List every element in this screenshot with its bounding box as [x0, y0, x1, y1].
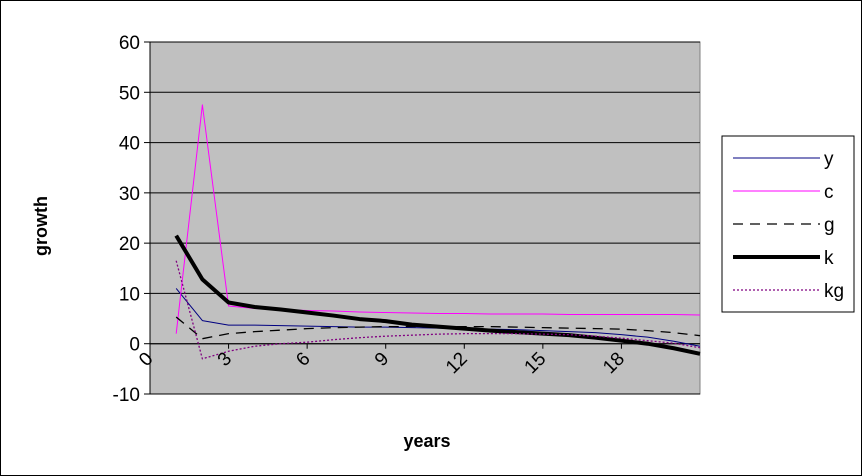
legend-label-c: c [824, 182, 834, 203]
legend-label-k: k [824, 248, 834, 269]
series-kg-line [175, 260, 701, 360]
y-tick-label: 60 [119, 33, 140, 54]
series-k-line [174, 234, 701, 356]
y-tick-label: -10 [113, 385, 140, 406]
y-tick-label: 10 [119, 284, 140, 305]
y-axis-title: growth [31, 196, 51, 256]
x-axis-title: years [403, 431, 450, 451]
legend-label-kg: kg [824, 281, 844, 302]
series-lines [174, 104, 701, 360]
y-tick-label: 40 [119, 134, 140, 155]
grid-lines [149, 41, 700, 395]
y-axis-ticks: 60 50 40 30 20 10 0 -10 [113, 33, 150, 406]
y-tick-label: 50 [119, 83, 140, 104]
plot-area [149, 41, 701, 395]
legend-label-g: g [824, 215, 835, 236]
series-g-line [175, 316, 701, 340]
y-tick-label: 0 [129, 335, 140, 356]
legend-label-y: y [824, 149, 834, 170]
y-tick-label: 20 [119, 234, 140, 255]
y-tick-label: 30 [119, 184, 140, 205]
